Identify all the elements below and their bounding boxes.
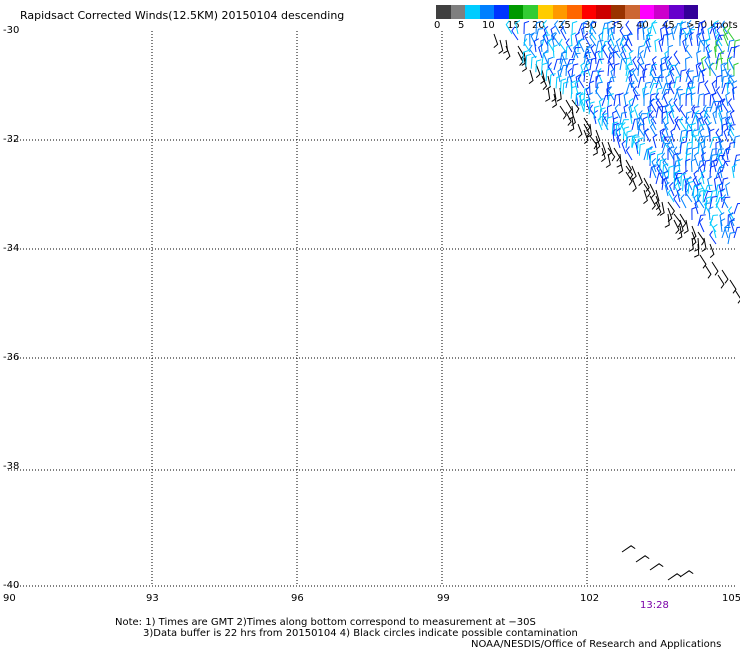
lat-lon-grid [8, 31, 735, 587]
wind-barbs [493, 19, 740, 581]
colorbar-segment [494, 5, 509, 19]
colorbar-segment [669, 5, 684, 19]
note-line-2: 3)Data buffer is 22 hrs from 20150104 4)… [143, 628, 578, 639]
colorbar-label: 45 [662, 20, 675, 31]
lat-label: -34 [3, 243, 20, 254]
colorbar-segment [625, 5, 640, 19]
lat-label: -36 [3, 352, 20, 363]
colorbar-segment [465, 5, 480, 19]
lon-label: 99 [437, 593, 450, 604]
colorbar-segment [596, 5, 611, 19]
colorbar-segment [610, 5, 626, 19]
colorbar-label: 5 [458, 20, 465, 31]
lat-label: -38 [3, 461, 20, 472]
colorbar-segment [523, 5, 538, 19]
lon-label: 102 [580, 593, 600, 604]
note-line-1: Note: 1) Times are GMT 2)Times along bot… [115, 617, 536, 628]
lat-label: -32 [3, 134, 20, 145]
lat-label: -30 [3, 25, 20, 36]
colorbar-label: 0 [434, 20, 441, 31]
time-label: 13:28 [640, 600, 669, 611]
colorbar-segment [479, 5, 495, 19]
note-line-3: NOAA/NESDIS/Office of Research and Appli… [471, 639, 722, 650]
colorbar-segment [552, 5, 568, 19]
lon-label: 93 [146, 593, 159, 604]
colorbar-segment [508, 5, 524, 19]
wind-speed-colorbar [436, 5, 699, 19]
colorbar-label: 25 [558, 20, 571, 31]
wind-map[interactable] [0, 0, 740, 600]
colorbar-label: 35 [610, 20, 623, 31]
colorbar-label: 20 [532, 20, 545, 31]
lat-label: -40 [3, 580, 20, 591]
colorbar-segment [639, 5, 655, 19]
colorbar-label: 15 [507, 20, 520, 31]
colorbar-segment [581, 5, 597, 19]
colorbar-label: 10 [482, 20, 495, 31]
colorbar-segment [683, 5, 699, 19]
colorbar-segment [537, 5, 553, 19]
colorbar-segment [450, 5, 466, 19]
map-title: Rapidsact Corrected Winds(12.5KM) 201501… [20, 9, 345, 22]
colorbar-segment [436, 5, 451, 19]
colorbar-segment [654, 5, 669, 19]
colorbar-label: >50 knots [686, 20, 738, 31]
lon-label: 96 [291, 593, 304, 604]
lon-label: 105 [722, 593, 740, 604]
lon-label: 90 [3, 593, 16, 604]
colorbar-segment [567, 5, 582, 19]
